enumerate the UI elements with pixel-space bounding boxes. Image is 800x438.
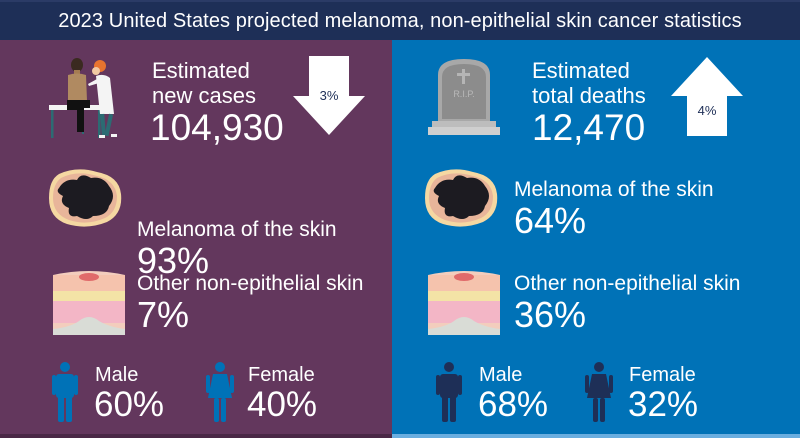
deaths-cat2-label: Other non-epithelial skin — [514, 272, 741, 295]
arrow-down-icon — [293, 56, 365, 135]
cases-female-label: Female — [248, 364, 315, 386]
cases-cat2-label: Other non-epithelial skin — [137, 272, 364, 295]
deaths-label-line2: total deaths — [532, 83, 646, 108]
skin-layers-icon — [53, 271, 125, 335]
bottom-strip-right — [392, 434, 800, 438]
female-figure-icon — [206, 362, 234, 422]
page-title: 2023 United States projected melanoma, n… — [58, 9, 742, 32]
cases-female-percent: 40% — [247, 385, 318, 424]
deaths-label-line1: Estimated — [532, 58, 630, 83]
deaths-cat1-percent: 64% — [514, 200, 587, 241]
deaths-female-label: Female — [629, 364, 696, 386]
male-figure-icon — [52, 362, 78, 422]
new-cases-panel: Estimated new cases 104,930 3% Melanoma … — [0, 40, 392, 434]
arrow-up-icon — [671, 57, 743, 136]
tombstone-icon: R.I.P. — [428, 59, 500, 135]
deaths-panel: R.I.P. Estimated total deaths 12,470 4% … — [392, 40, 800, 434]
deaths-value: 12,470 — [532, 107, 646, 148]
melanoma-lesion-icon — [49, 169, 122, 227]
bottom-strip-left — [0, 434, 392, 438]
cases-male-label: Male — [95, 364, 139, 386]
skin-layers-icon — [428, 271, 500, 335]
deaths-male-percent: 68% — [478, 385, 549, 424]
male-figure-icon — [436, 362, 462, 422]
trend-down-arrow: 3% — [292, 56, 366, 136]
melanoma-lesion-icon — [425, 169, 498, 227]
female-figure-icon — [585, 362, 613, 422]
cases-trend-percent: 3% — [319, 88, 339, 103]
trend-up-arrow: 4% — [670, 57, 744, 137]
cases-label-line1: Estimated — [152, 58, 250, 83]
cases-cat1-label: Melanoma of the skin — [137, 218, 337, 241]
cases-male-percent: 60% — [94, 385, 165, 424]
title-banner: 2023 United States projected melanoma, n… — [0, 0, 800, 40]
deaths-female-percent: 32% — [628, 385, 699, 424]
cases-cat1-percent: 93% — [137, 240, 210, 281]
deaths-trend-percent: 4% — [697, 103, 717, 118]
cases-value: 104,930 — [150, 107, 284, 148]
deaths-male-label: Male — [479, 364, 523, 386]
doctor-examining-patient-icon — [49, 58, 117, 138]
bottom-strip — [0, 434, 800, 438]
deaths-cat2-percent: 36% — [514, 294, 587, 335]
deaths-cat1-label: Melanoma of the skin — [514, 178, 714, 201]
cases-label-line2: new cases — [152, 83, 256, 108]
tombstone-text: R.I.P. — [453, 89, 474, 99]
cases-cat2-percent: 7% — [137, 294, 190, 335]
